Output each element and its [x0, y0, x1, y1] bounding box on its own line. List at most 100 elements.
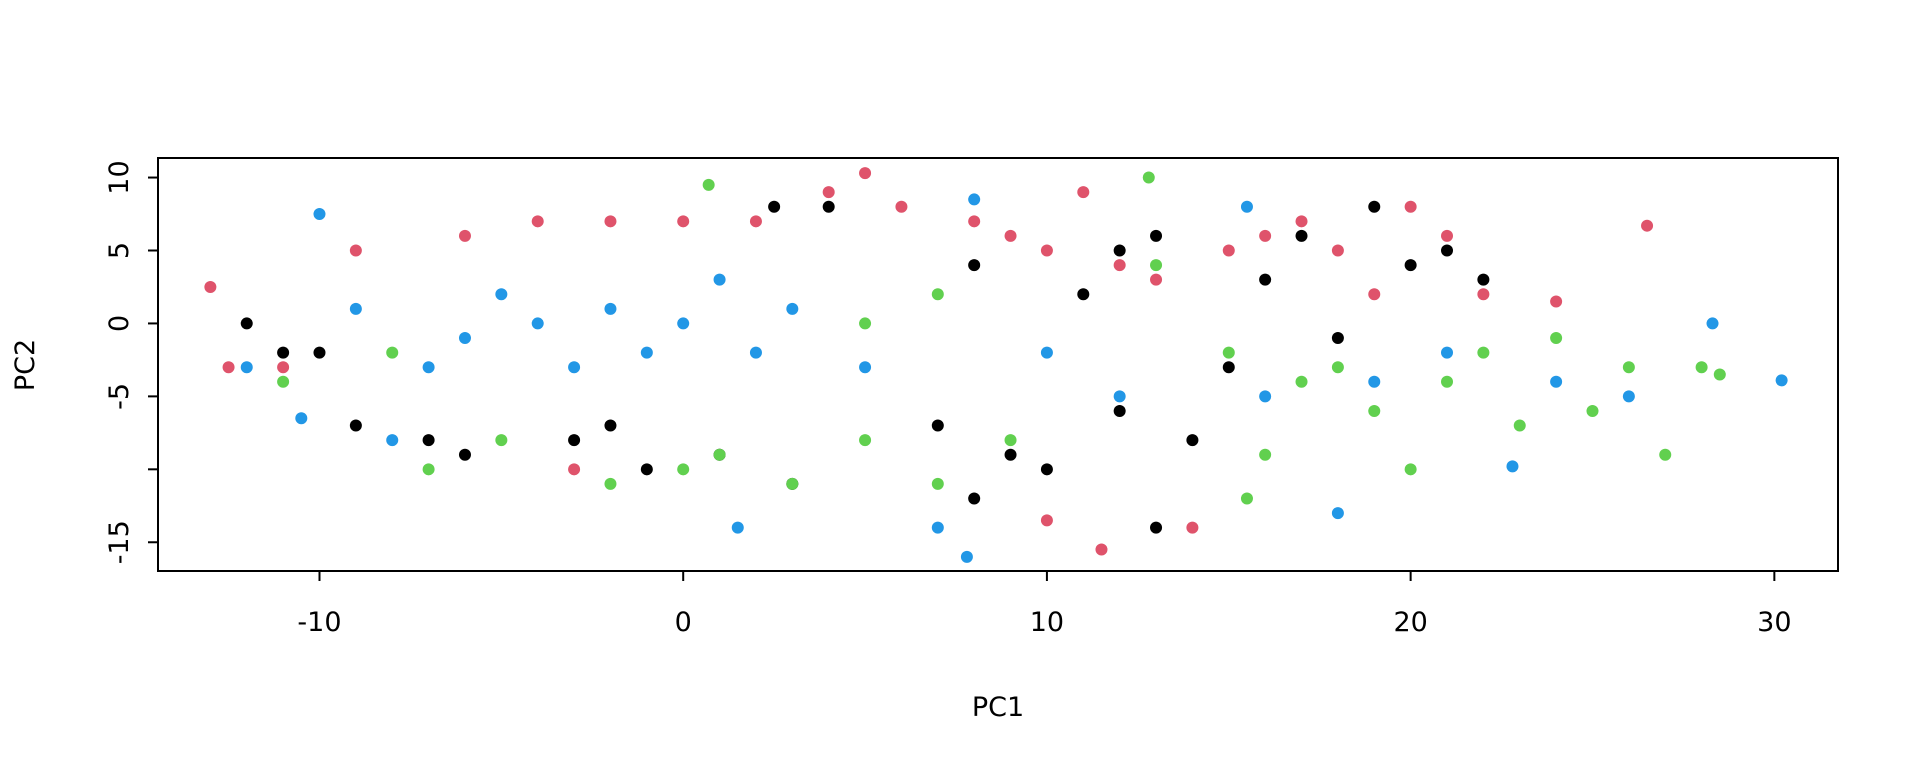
point	[1040, 244, 1053, 257]
point	[859, 317, 872, 330]
point	[749, 215, 762, 228]
point	[749, 346, 762, 359]
point	[1331, 332, 1344, 345]
point	[895, 200, 908, 213]
point	[222, 361, 235, 374]
point	[1150, 229, 1163, 242]
point	[349, 302, 362, 315]
point	[1142, 171, 1155, 184]
point	[931, 419, 944, 432]
point	[713, 273, 726, 286]
y-axis-label: PC2	[10, 339, 41, 391]
point	[931, 477, 944, 490]
point	[859, 167, 872, 180]
point	[1331, 361, 1344, 374]
point	[968, 193, 981, 206]
point	[640, 346, 653, 359]
point	[277, 346, 290, 359]
point	[1222, 244, 1235, 257]
point	[713, 448, 726, 461]
point	[859, 434, 872, 447]
point	[859, 361, 872, 374]
point	[295, 412, 308, 425]
point	[1004, 434, 1017, 447]
point	[1150, 259, 1163, 272]
point	[1040, 463, 1053, 476]
point	[386, 434, 399, 447]
point	[458, 229, 471, 242]
point	[1477, 346, 1490, 359]
point	[931, 521, 944, 534]
point	[1404, 463, 1417, 476]
point	[277, 361, 290, 374]
point	[604, 215, 617, 228]
point	[640, 463, 653, 476]
point	[1095, 543, 1108, 556]
point	[1641, 219, 1654, 232]
point	[1040, 514, 1053, 527]
point	[1775, 374, 1788, 387]
point	[786, 477, 799, 490]
x-tick-label: 30	[1757, 607, 1791, 638]
point	[458, 448, 471, 461]
point	[349, 244, 362, 257]
point	[495, 434, 508, 447]
point	[531, 317, 544, 330]
point	[1150, 273, 1163, 286]
y-tick-label: -5	[104, 383, 135, 410]
point	[1441, 244, 1454, 257]
point	[1150, 521, 1163, 534]
point	[1550, 332, 1563, 345]
y-tick-label: -15	[104, 520, 135, 564]
point	[1622, 361, 1635, 374]
y-tick-label: 10	[104, 160, 135, 194]
point	[1295, 215, 1308, 228]
point	[1004, 229, 1017, 242]
point	[604, 419, 617, 432]
point	[1004, 448, 1017, 461]
point	[1659, 448, 1672, 461]
point	[495, 288, 508, 301]
point	[1222, 361, 1235, 374]
point	[1622, 390, 1635, 403]
point	[1222, 346, 1235, 359]
point	[1368, 404, 1381, 417]
point	[204, 280, 217, 293]
y-tick-label: 0	[104, 315, 135, 332]
point	[240, 317, 253, 330]
point	[1550, 295, 1563, 308]
point	[786, 302, 799, 315]
point	[1404, 200, 1417, 213]
point	[1113, 244, 1126, 257]
point	[531, 215, 544, 228]
point	[1077, 186, 1090, 199]
point	[968, 215, 981, 228]
point	[1040, 346, 1053, 359]
x-tick-label: 0	[675, 607, 692, 638]
point	[422, 463, 435, 476]
x-tick-label: 10	[1030, 607, 1064, 638]
point	[1550, 375, 1563, 388]
point	[604, 477, 617, 490]
point	[1586, 404, 1599, 417]
point	[960, 550, 973, 563]
point	[1259, 273, 1272, 286]
point	[568, 463, 581, 476]
point	[1077, 288, 1090, 301]
point	[1441, 375, 1454, 388]
point	[822, 200, 835, 213]
point	[1295, 375, 1308, 388]
point	[968, 492, 981, 505]
point	[968, 259, 981, 272]
point	[1706, 317, 1719, 330]
point	[1259, 229, 1272, 242]
point	[1186, 434, 1199, 447]
point	[422, 361, 435, 374]
y-tick-label: 5	[104, 242, 135, 259]
point	[1513, 419, 1526, 432]
point	[1477, 288, 1490, 301]
point	[277, 375, 290, 388]
point	[604, 302, 617, 315]
point	[1441, 229, 1454, 242]
point	[1695, 361, 1708, 374]
